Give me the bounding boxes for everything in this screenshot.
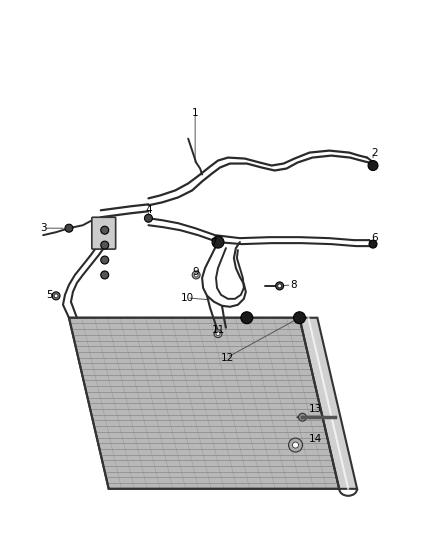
Circle shape (241, 312, 253, 324)
Text: 2: 2 (372, 148, 378, 158)
Text: 3: 3 (40, 223, 46, 233)
Circle shape (214, 330, 222, 337)
Circle shape (293, 312, 305, 324)
Circle shape (216, 332, 220, 336)
Circle shape (368, 160, 378, 171)
Circle shape (101, 256, 109, 264)
Text: 5: 5 (46, 290, 53, 300)
Text: 1: 1 (192, 108, 198, 118)
Circle shape (278, 284, 282, 288)
Circle shape (293, 442, 298, 448)
Circle shape (369, 240, 377, 248)
Circle shape (54, 294, 58, 298)
Text: 9: 9 (193, 267, 199, 277)
Circle shape (101, 241, 109, 249)
Polygon shape (69, 318, 339, 489)
Circle shape (145, 214, 152, 222)
Text: 12: 12 (220, 352, 233, 362)
Circle shape (101, 226, 109, 234)
Circle shape (289, 438, 303, 452)
Circle shape (276, 282, 283, 290)
Text: 11: 11 (212, 325, 225, 335)
Text: 10: 10 (180, 293, 194, 303)
Text: 14: 14 (309, 434, 322, 444)
Circle shape (52, 292, 60, 300)
Text: 13: 13 (309, 404, 322, 414)
Text: 6: 6 (372, 233, 378, 243)
Circle shape (298, 413, 307, 421)
Circle shape (101, 271, 109, 279)
Text: 7: 7 (210, 238, 216, 248)
Polygon shape (300, 318, 357, 489)
Circle shape (212, 236, 224, 248)
Circle shape (192, 271, 200, 279)
Text: 8: 8 (290, 280, 297, 290)
Circle shape (194, 273, 198, 277)
Text: 4: 4 (145, 205, 152, 215)
Circle shape (65, 224, 73, 232)
FancyBboxPatch shape (92, 217, 116, 249)
